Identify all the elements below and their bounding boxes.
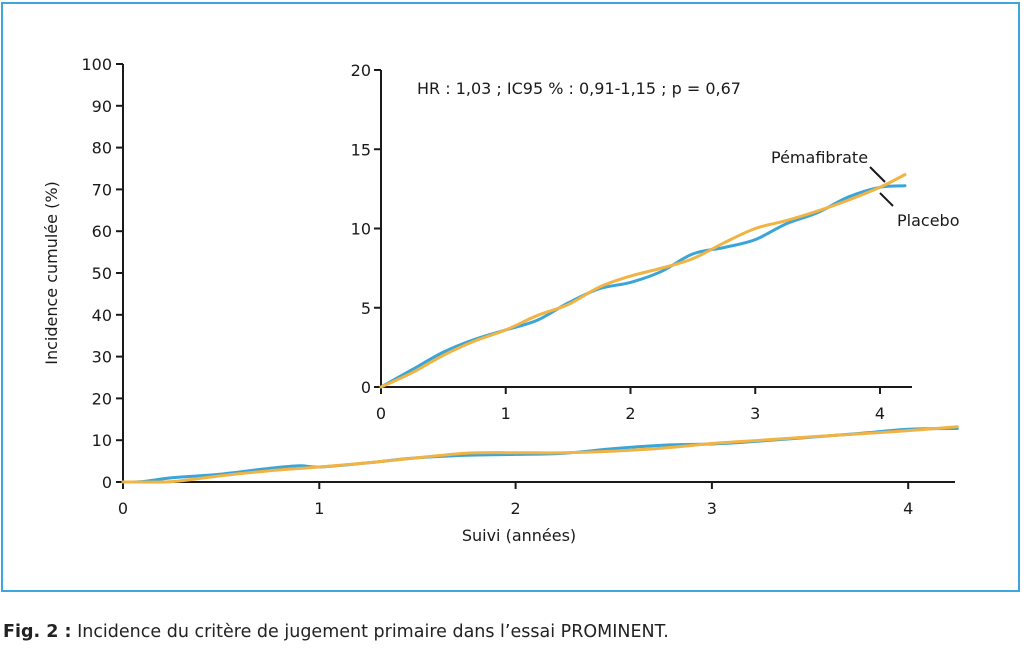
main-x-axis-title: Suivi (années)	[462, 526, 576, 545]
main-y-tick-label: 60	[92, 222, 112, 241]
inset-y-tick-label: 5	[361, 299, 371, 318]
main-series-line	[121, 425, 959, 484]
main-y-tick-label: 70	[92, 180, 112, 199]
main-x-tick-label: 1	[314, 499, 324, 518]
main-y-axis-title: Incidence cumulée (%)	[42, 181, 61, 365]
inset-x-tick-label: 4	[875, 404, 885, 423]
main-y-tick-label: 50	[92, 264, 112, 283]
inset-x-tick-label: 3	[750, 404, 760, 423]
series-leader-pemafibrate	[869, 166, 886, 183]
figure-frame	[1, 2, 1020, 592]
inset-y-tick-label: 10	[351, 220, 371, 239]
main-x-tick-label: 4	[903, 499, 913, 518]
caption-label: Fig. 2 :	[3, 622, 72, 642]
series-leader-placebo	[879, 192, 894, 207]
inset-y-tick-label: 15	[351, 140, 371, 159]
main-x-tick-label: 2	[511, 499, 521, 518]
main-y-tick-label: 0	[102, 473, 112, 492]
inset-x-tick-label: 2	[625, 404, 635, 423]
inset-series-line	[379, 184, 907, 389]
inset-y-tick-label: 0	[361, 378, 371, 397]
main-y-tick-label: 10	[92, 431, 112, 450]
series-label-pemafibrate: Pémafibrate	[771, 148, 868, 167]
main-x-tick-label: 3	[707, 499, 717, 518]
main-x-tick-label: 0	[118, 499, 128, 518]
figure-caption: Fig. 2 : Incidence du critère de jugemen…	[3, 622, 669, 642]
inset-series-line	[379, 173, 907, 389]
inset-x-tick-label: 1	[501, 404, 511, 423]
inset-annotation: HR : 1,03 ; IC95 % : 0,91-1,15 ; p = 0,6…	[417, 79, 741, 98]
main-y-tick-label: 20	[92, 389, 112, 408]
caption-text: Incidence du critère de jugement primair…	[71, 622, 669, 642]
main-y-tick-label: 90	[92, 97, 112, 116]
series-label-placebo: Placebo	[897, 211, 959, 230]
main-y-tick-label: 40	[92, 306, 112, 325]
inset-y-tick-label: 20	[351, 61, 371, 80]
main-y-tick-label: 80	[92, 139, 112, 158]
main-y-tick-label: 100	[81, 55, 112, 74]
inset-x-tick-label: 0	[376, 404, 386, 423]
main-y-tick-label: 30	[92, 348, 112, 367]
